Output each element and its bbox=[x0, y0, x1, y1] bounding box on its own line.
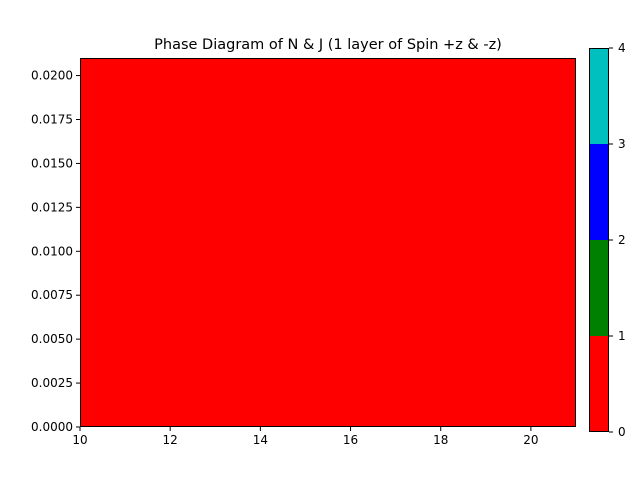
colorbar-tick-label: 3 bbox=[618, 137, 626, 151]
colorbar-tick-label: 4 bbox=[618, 41, 626, 55]
x-axis: 10 12 14 16 18 20 bbox=[72, 427, 539, 447]
x-tick-label: 10 bbox=[72, 433, 87, 447]
x-tick-label: 16 bbox=[343, 433, 358, 447]
colorbar-tick-label: 2 bbox=[618, 233, 626, 247]
chart-title: Phase Diagram of N & J (1 layer of Spin … bbox=[154, 37, 502, 53]
x-tick-label: 20 bbox=[523, 433, 538, 447]
colorbar-band-0 bbox=[589, 336, 609, 432]
y-tick-label: 0.0075 bbox=[31, 288, 73, 302]
colorbar-band-2 bbox=[589, 144, 609, 240]
colorbar-frame bbox=[589, 48, 609, 432]
colorbar-band-3 bbox=[589, 48, 609, 144]
colorbar-tick-label: 1 bbox=[618, 329, 626, 343]
y-tick-label: 0.0200 bbox=[31, 69, 73, 83]
y-tick-label: 0.0150 bbox=[31, 156, 73, 170]
y-axis: 0.0000 0.0025 0.0050 0.0075 0.0100 0.0125 0.01… bbox=[31, 69, 80, 434]
phase-region-0 bbox=[80, 58, 576, 427]
y-tick-label: 0.0100 bbox=[31, 244, 73, 258]
y-tick-label: 0.0025 bbox=[31, 376, 73, 390]
plot-frame bbox=[80, 58, 576, 427]
x-tick-label: 18 bbox=[433, 433, 448, 447]
colorbar bbox=[589, 48, 609, 432]
y-tick-label: 0.0050 bbox=[31, 332, 73, 346]
colorbar-tick-label: 0 bbox=[618, 425, 626, 439]
plot-area bbox=[80, 58, 576, 427]
x-tick-label: 14 bbox=[253, 433, 268, 447]
y-tick-label: 0.0000 bbox=[31, 420, 73, 434]
colorbar-band-1 bbox=[589, 240, 609, 336]
colorbar-axis: 0 1 2 3 4 bbox=[609, 41, 626, 439]
x-tick-label: 12 bbox=[163, 433, 178, 447]
y-tick-label: 0.0175 bbox=[31, 113, 73, 127]
y-tick-label: 0.0125 bbox=[31, 200, 73, 214]
